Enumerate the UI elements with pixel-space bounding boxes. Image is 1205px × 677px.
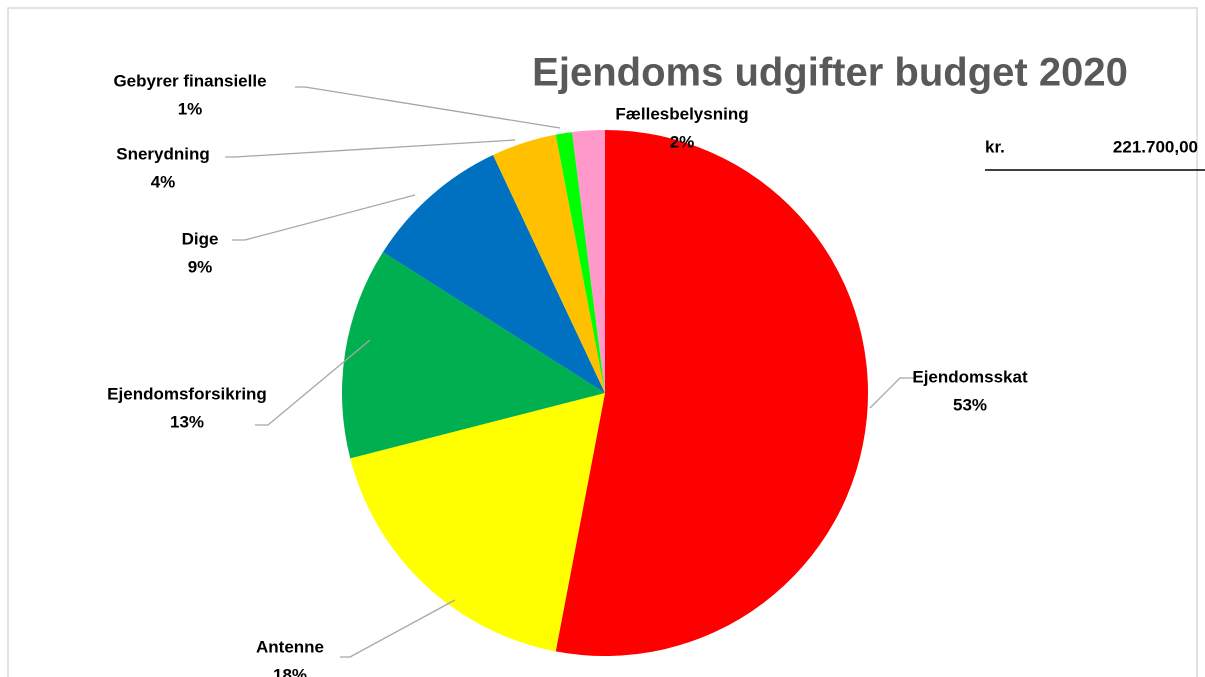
pie-slice bbox=[555, 132, 605, 393]
slice-label: Ejendomsskat bbox=[912, 367, 1028, 386]
value-label: 13% bbox=[170, 412, 204, 431]
value-label: 53% bbox=[953, 395, 987, 414]
slice-label: Ejendomsforsikring bbox=[107, 384, 267, 403]
leader-line bbox=[869, 377, 915, 409]
slice-label: Dige bbox=[182, 229, 219, 248]
pie-slice bbox=[572, 130, 605, 393]
pie-slice bbox=[341, 252, 605, 459]
pie-slice bbox=[493, 134, 605, 393]
value-label: 1% bbox=[178, 99, 203, 118]
slice-label: Fællesbelysning bbox=[615, 104, 748, 123]
leader-line bbox=[232, 194, 416, 241]
annotation: kr. bbox=[985, 137, 1005, 156]
slice-label: Antenne bbox=[256, 637, 324, 656]
value-label: 4% bbox=[151, 172, 176, 191]
pie-slice bbox=[555, 130, 868, 656]
leader-line bbox=[295, 86, 561, 129]
leader-line bbox=[340, 599, 456, 658]
chart-title: Ejendoms udgifter budget 2020 bbox=[532, 51, 1128, 95]
value-label: 18% bbox=[273, 665, 307, 677]
slice-label: Gebyrer finansielle bbox=[113, 71, 266, 90]
value-label: 9% bbox=[188, 257, 213, 276]
pie-slice bbox=[382, 155, 605, 393]
slice-label: Snerydning bbox=[116, 144, 210, 163]
leader-line bbox=[225, 139, 516, 158]
leader-line bbox=[255, 339, 371, 426]
value-label: 2% bbox=[670, 132, 695, 151]
annotation: 221.700,00 bbox=[1113, 137, 1198, 156]
pie-slice bbox=[350, 393, 605, 652]
